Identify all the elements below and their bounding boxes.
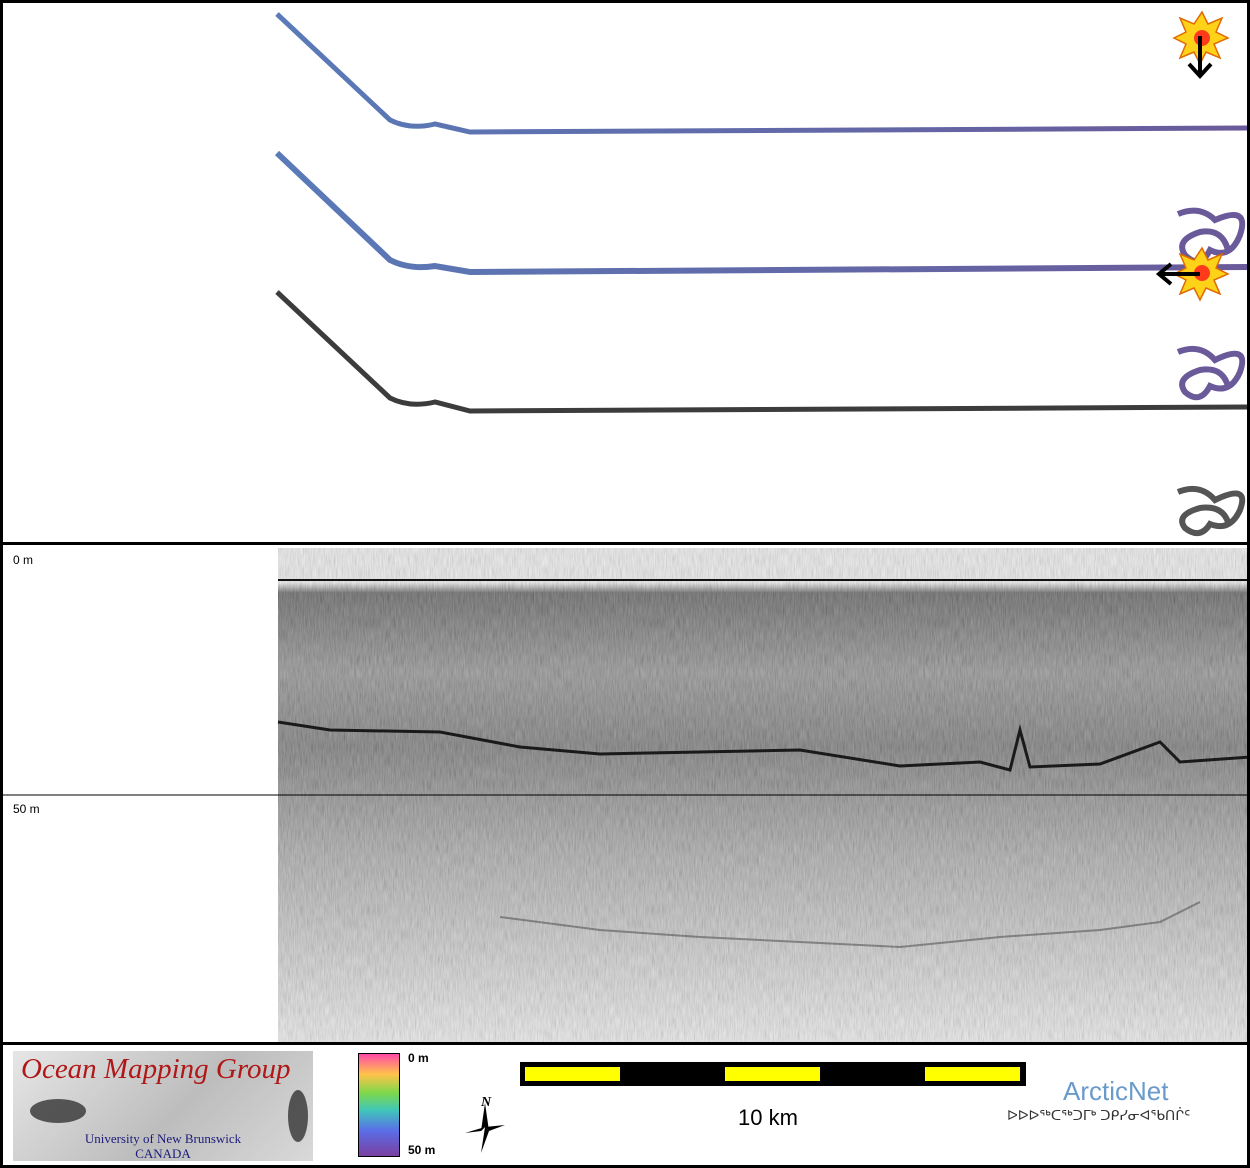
- scale-seg-3: [925, 1067, 1020, 1081]
- down-arrow-icon: [1187, 36, 1213, 79]
- legend-footer: Ocean Mapping Group University of New Br…: [0, 1042, 1250, 1168]
- colorbar-bottom-label: 50 m: [408, 1143, 436, 1157]
- omg-title: Ocean Mapping Group: [21, 1053, 291, 1085]
- omg-line1: University of New Brunswick: [84, 1131, 242, 1146]
- track-line-bathymetry: [275, 12, 1247, 135]
- colorbar-top-label: 0 m: [408, 1051, 429, 1065]
- scale-label: 10 km: [738, 1105, 798, 1130]
- track-loop-3: [1176, 485, 1246, 537]
- subsurface-reflector: [499, 901, 1201, 949]
- sun-marker-2: [1172, 246, 1230, 302]
- depth-label-mid: 50 m: [13, 802, 40, 816]
- left-arrow-icon: [1155, 262, 1200, 286]
- ocean-mapping-group-logo: Ocean Mapping Group University of New Br…: [13, 1051, 313, 1161]
- scale-seg-2: [725, 1067, 820, 1081]
- scale-seg-1: [525, 1067, 620, 1081]
- north-arrow-icon: [465, 1103, 505, 1153]
- seafloor-reflector: [277, 720, 1247, 772]
- depth-label-top: 0 m: [13, 553, 34, 567]
- profile-image: [3, 548, 1247, 1042]
- track-line-backscatter: [274, 150, 1247, 276]
- omg-logo-graphic: [30, 1090, 308, 1142]
- arcticnet-inuktitut: ᐅᐅᐅᖅᑕᖅᑐᒥᒃ ᑐᑭᓯᓂᐊᖃᑎᒌᑦ: [1007, 1107, 1191, 1123]
- arcticnet-logo: ArcticNet: [1063, 1076, 1169, 1106]
- track-line-grayscale: [275, 290, 1247, 414]
- north-label: N: [481, 1095, 492, 1110]
- track-lines-svg: [274, 10, 1247, 537]
- track-map-panel: [0, 0, 1250, 545]
- sub-bottom-profile-panel: 0 m 50 m: [0, 542, 1250, 1045]
- omg-line2: CANADA: [135, 1146, 191, 1161]
- scale-bar: [520, 1062, 1026, 1086]
- track-loop-2: [1176, 345, 1246, 401]
- depth-colorbar: [358, 1053, 400, 1157]
- track-loop-1: [1176, 207, 1246, 265]
